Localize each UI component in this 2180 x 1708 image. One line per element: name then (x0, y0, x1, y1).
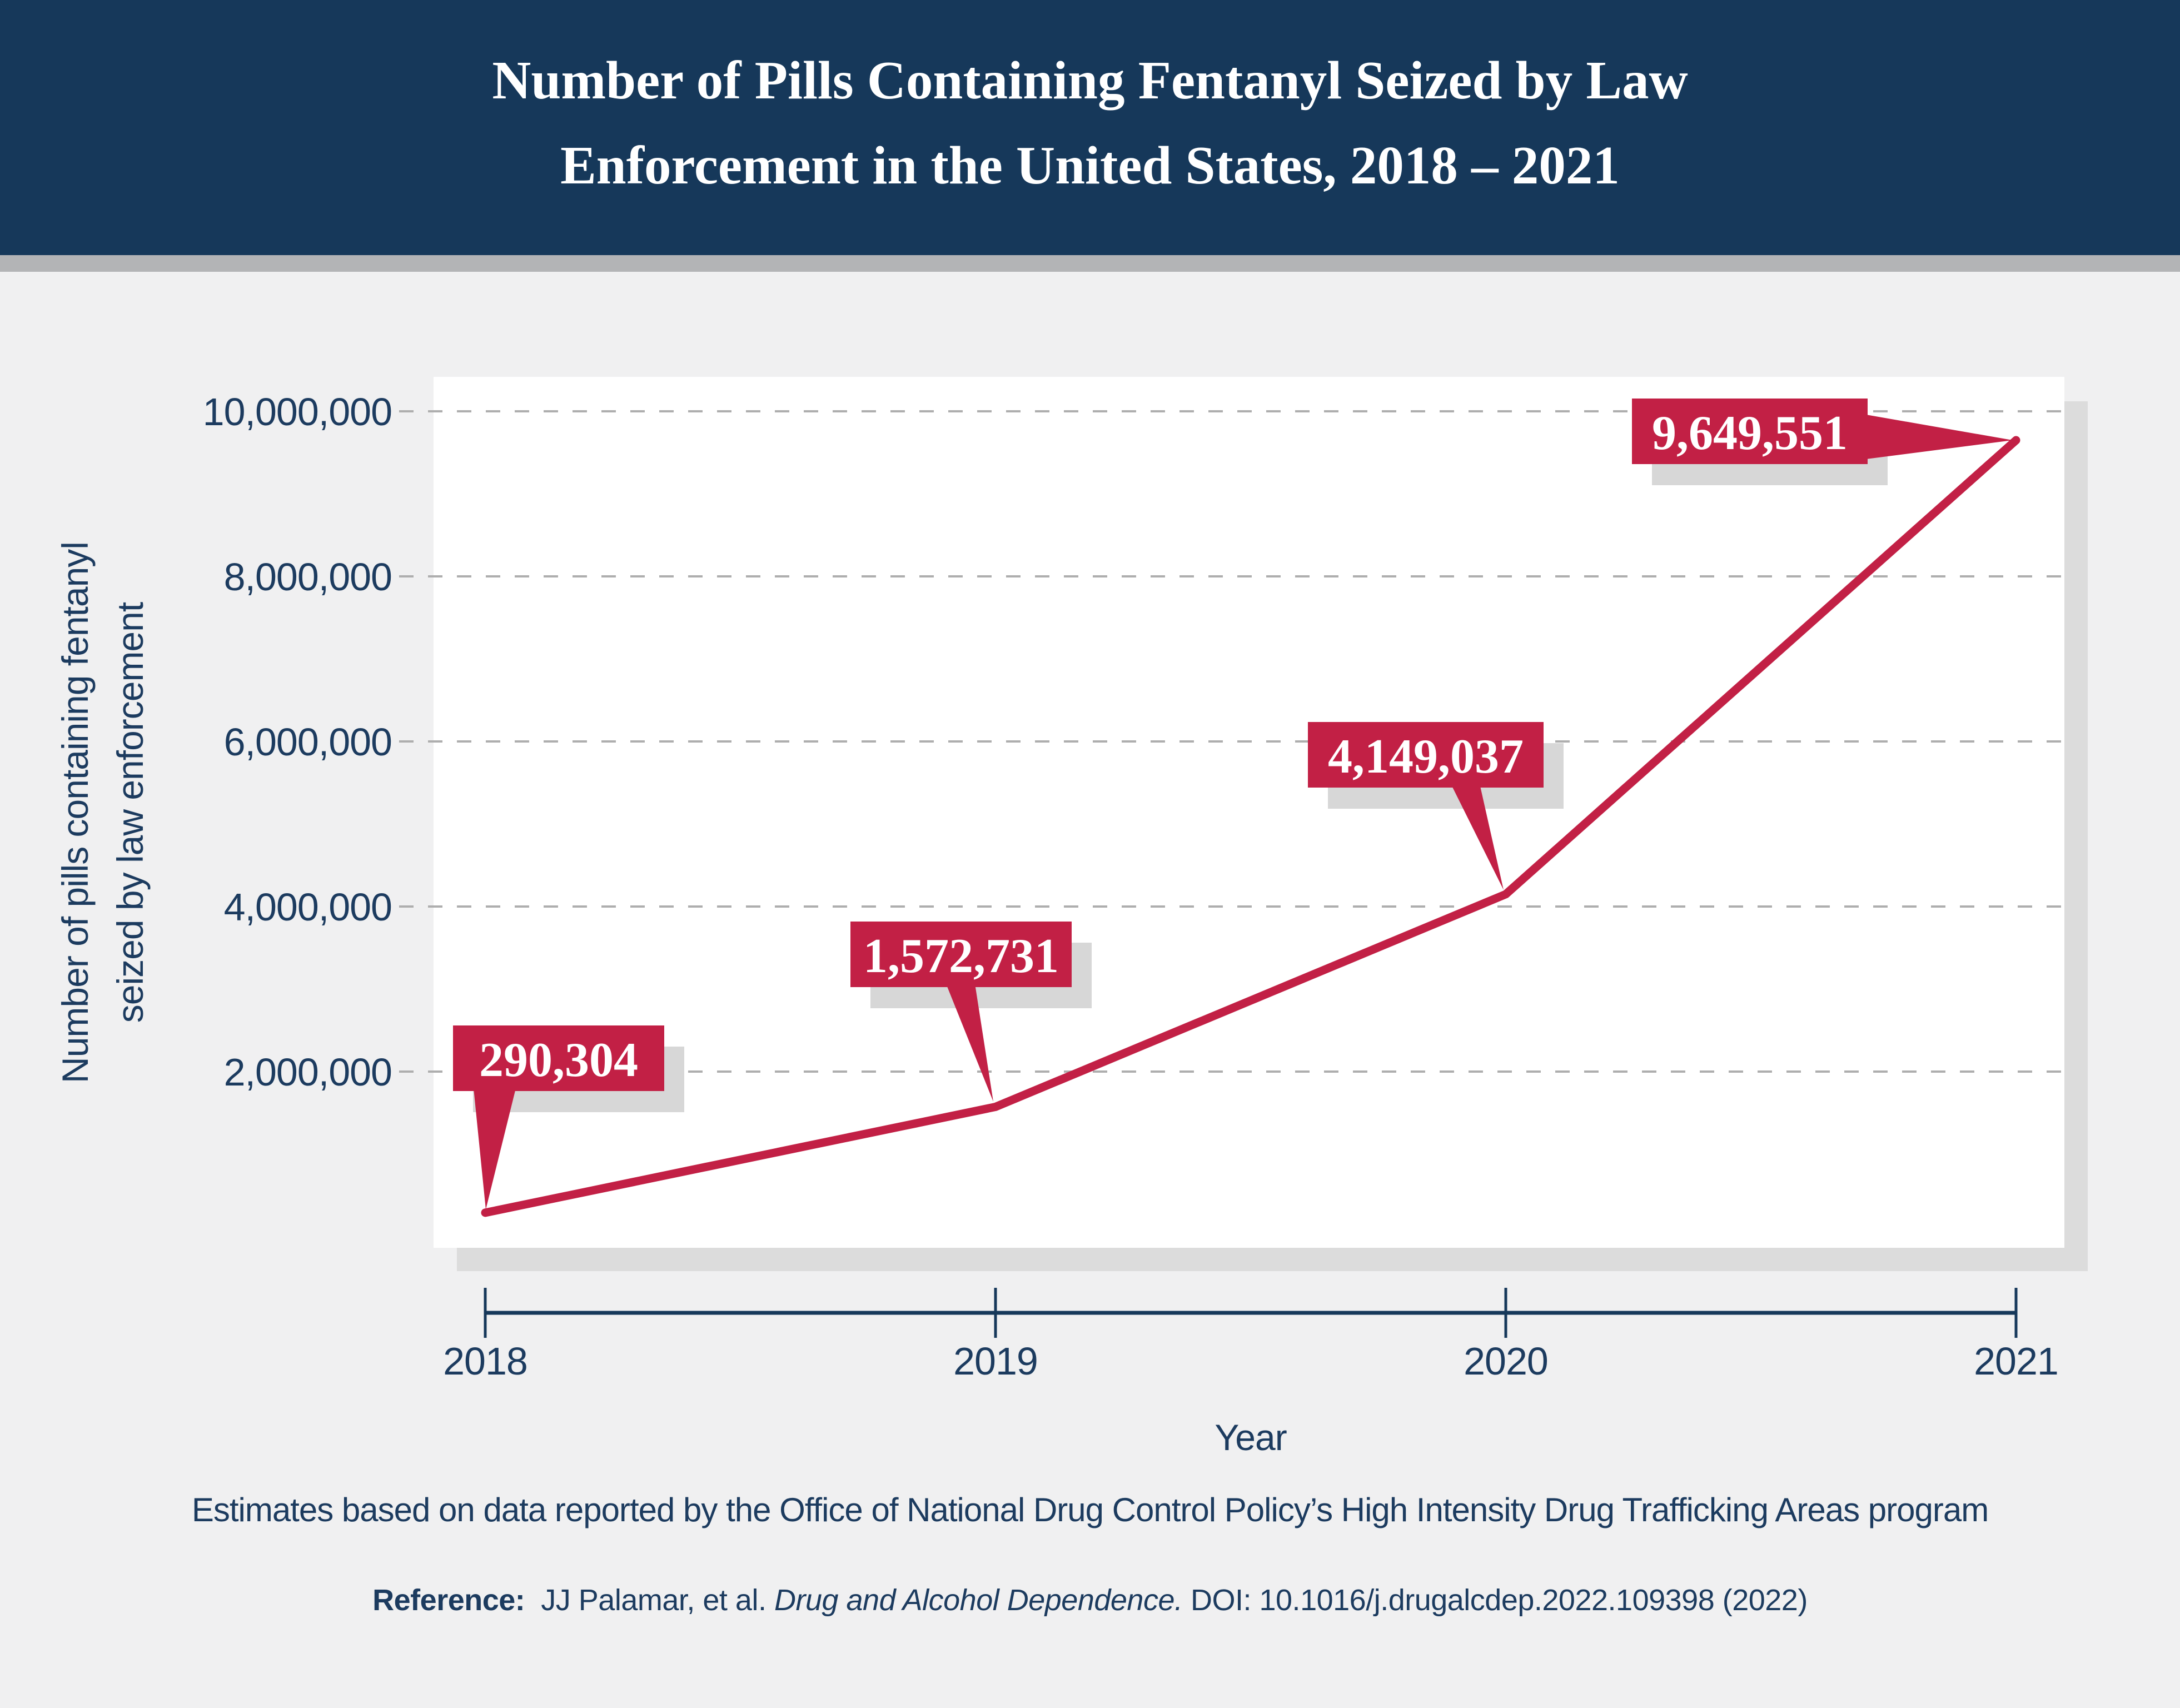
y-tick-label: 8,000,000 (224, 555, 392, 599)
x-tick-label: 2020 (1464, 1339, 1548, 1383)
chart-title: Number of Pills Containing Fentanyl Seiz… (0, 38, 2180, 208)
reference-doi: DOI: 10.1016/j.drugalcdep.2022.109398 (2… (1182, 1583, 1808, 1617)
callout-pointer (1451, 784, 1504, 890)
chart-title-line2: Enforcement in the United States, 2018 –… (560, 136, 1620, 195)
callout-pointer (946, 984, 993, 1102)
plot-area (434, 377, 2064, 1248)
x-tick-label: 2021 (1974, 1339, 2058, 1383)
x-tick-label: 2018 (443, 1339, 527, 1383)
reference-authors: JJ Palamar, et al. (525, 1583, 774, 1617)
y-tick-label: 10,000,000 (203, 390, 392, 434)
callout-pointer (474, 1088, 516, 1209)
y-tick-label: 2,000,000 (224, 1050, 392, 1094)
data-label: 1,572,731 (863, 929, 1059, 983)
y-tick-label: 6,000,000 (224, 720, 392, 764)
callout-box (1632, 399, 1868, 464)
chart-title-line1: Number of Pills Containing Fentanyl Seiz… (492, 51, 1688, 110)
x-tick-label: 2019 (953, 1339, 1038, 1383)
reference-label: Reference: (372, 1583, 525, 1617)
data-label: 9,649,551 (1652, 406, 1848, 460)
callout-box (453, 1025, 664, 1091)
callout-pointer (1866, 415, 2013, 459)
footnote: Estimates based on data reported by the … (191, 1491, 1989, 1528)
callout-box (1308, 722, 1544, 788)
header: Number of Pills Containing Fentanyl Seiz… (0, 0, 2180, 255)
header-divider (0, 255, 2180, 272)
y-tick-label: 4,000,000 (224, 885, 392, 929)
data-label: 4,149,037 (1328, 730, 1524, 784)
data-label: 290,304 (479, 1033, 638, 1087)
reference: Reference: JJ Palamar, et al. Drug and A… (0, 1583, 2180, 1617)
callout-box (850, 922, 1072, 987)
x-axis-title: Year (1215, 1417, 1287, 1458)
data-line (481, 436, 2020, 1217)
reference-journal: Drug and Alcohol Dependence. (774, 1583, 1183, 1617)
